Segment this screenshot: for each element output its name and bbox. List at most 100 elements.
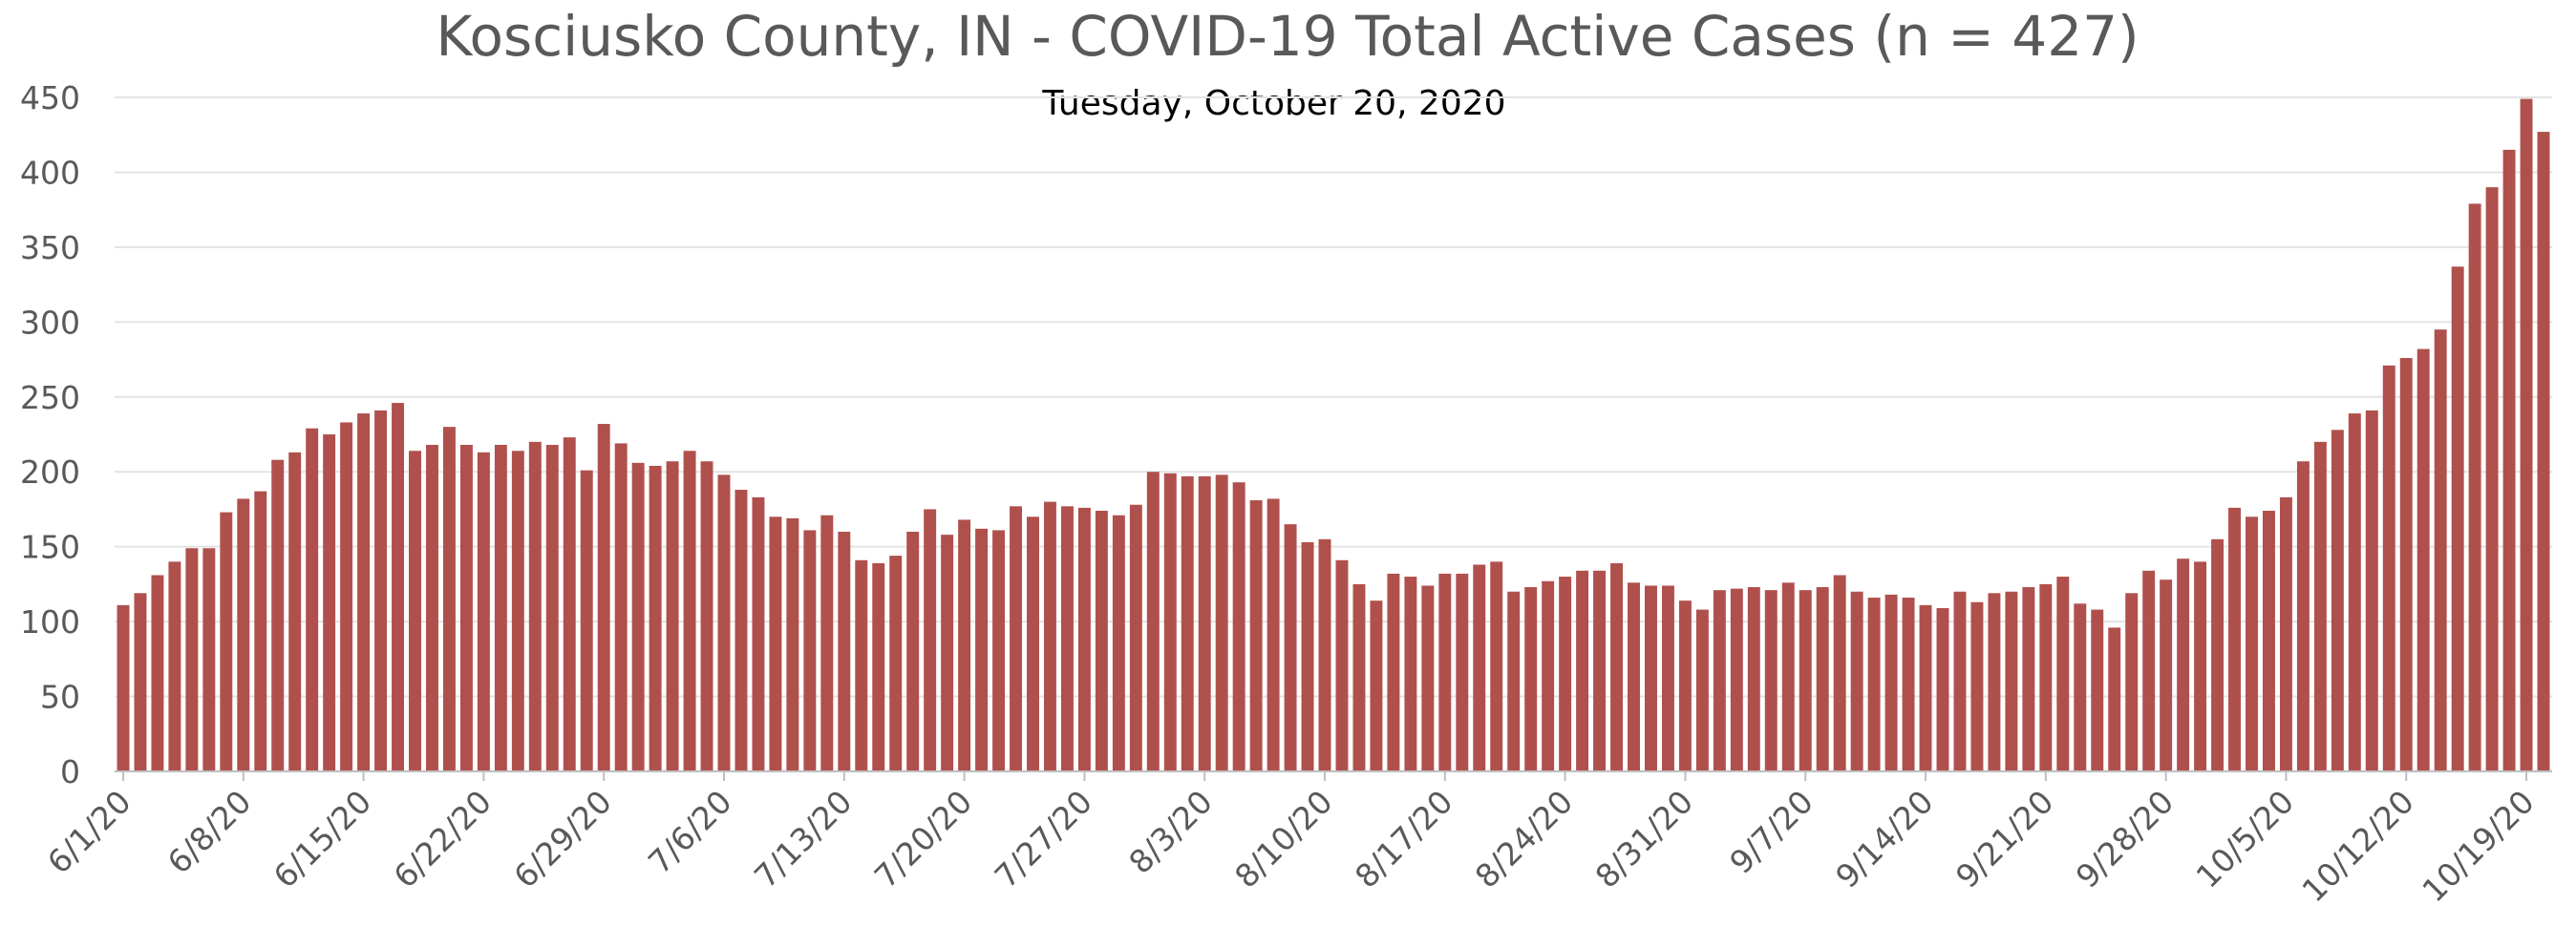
bar	[2228, 507, 2241, 771]
bar-series	[117, 98, 2550, 771]
bar	[1919, 604, 1932, 771]
bar	[2262, 511, 2275, 771]
x-tick-label: 10/12/20	[2295, 783, 2421, 909]
bar	[2416, 348, 2430, 771]
bar	[288, 452, 302, 771]
x-tick-label: 8/17/20	[1348, 783, 1460, 895]
bar	[649, 465, 662, 771]
bar	[237, 498, 250, 771]
bar	[752, 496, 765, 771]
bar	[2194, 561, 2207, 771]
bar	[1559, 577, 1572, 771]
bar	[889, 556, 903, 771]
bar	[494, 444, 507, 771]
bar	[2160, 579, 2173, 771]
bar	[220, 512, 233, 771]
bar	[1301, 541, 1314, 771]
bar	[2313, 441, 2327, 771]
y-axis-tick-labels: 0 50 100 150 200 250 300 350 400 450	[20, 79, 80, 790]
bar	[374, 410, 388, 771]
bar	[271, 459, 285, 771]
bar	[545, 444, 559, 771]
bar	[2434, 329, 2447, 771]
x-tick-label: 9/7/20	[1722, 783, 1820, 881]
bar	[597, 424, 610, 771]
bar	[906, 531, 920, 771]
bar	[700, 461, 713, 771]
bar	[2211, 538, 2225, 771]
x-tick-label: 10/19/20	[2415, 783, 2541, 909]
bar	[580, 470, 593, 771]
bar	[1867, 598, 1881, 771]
bar	[958, 519, 971, 771]
x-tick-label: 8/24/20	[1468, 783, 1581, 895]
bar	[2399, 357, 2413, 771]
bar	[838, 531, 851, 771]
y-tick-label: 450	[20, 79, 80, 116]
x-tick-label: 8/31/20	[1588, 783, 1701, 895]
bar	[151, 575, 164, 771]
bar	[614, 443, 628, 771]
bar	[511, 451, 524, 771]
y-tick-label: 200	[20, 453, 80, 491]
x-tick-label: 6/29/20	[506, 783, 619, 895]
bar	[820, 515, 834, 771]
bar	[1318, 538, 1331, 771]
bar	[1988, 593, 2001, 771]
bar	[1781, 582, 1795, 771]
bar	[392, 403, 405, 771]
bar	[2177, 558, 2190, 771]
bar	[1181, 475, 1194, 771]
bar	[1284, 524, 1297, 771]
bar	[563, 437, 576, 771]
bar	[631, 462, 645, 771]
y-tick-label: 350	[20, 229, 80, 266]
bar	[786, 517, 799, 771]
bar	[1077, 507, 1091, 771]
bar	[2056, 577, 2070, 771]
bar	[1112, 515, 1125, 771]
bar	[992, 530, 1006, 771]
bar	[2142, 570, 2156, 771]
bar	[2005, 591, 2018, 771]
bar	[306, 428, 319, 771]
bar	[1232, 482, 1245, 771]
y-tick-label: 50	[40, 679, 80, 716]
bar	[975, 528, 989, 771]
bar	[1438, 573, 1452, 771]
x-axis-tick-labels: 6/1/20 6/8/20 6/15/20 6/22/20 6/29/20 7/6/20 7…	[40, 771, 2542, 909]
bar	[1146, 472, 1160, 771]
bar	[477, 452, 490, 771]
bar	[941, 535, 954, 771]
bar	[683, 451, 696, 771]
y-tick-label: 100	[20, 603, 80, 641]
bar	[1249, 500, 1263, 771]
bar	[1456, 573, 1469, 771]
x-tick-label: 10/5/20	[2189, 783, 2302, 895]
bar	[340, 422, 353, 771]
bar	[2485, 187, 2499, 771]
bar	[1490, 561, 1503, 771]
bar	[2074, 603, 2087, 771]
bar	[2348, 413, 2361, 771]
bar	[1421, 585, 1435, 771]
bar	[2246, 516, 2258, 771]
bar	[1816, 587, 1829, 771]
bar	[1215, 474, 1228, 771]
bar	[1833, 575, 1846, 771]
x-tick-label: 6/1/20	[40, 783, 138, 881]
x-tick-label: 6/8/20	[160, 783, 259, 881]
bar	[134, 593, 147, 771]
bar	[2537, 132, 2550, 771]
y-tick-label: 300	[20, 304, 80, 341]
bar	[1695, 609, 1709, 771]
bar	[2091, 609, 2104, 771]
y-tick-label: 150	[20, 529, 80, 566]
bar	[168, 561, 181, 771]
bar	[2451, 266, 2464, 771]
bar	[1678, 600, 1692, 771]
bar	[855, 559, 868, 771]
bar	[1576, 570, 1589, 771]
